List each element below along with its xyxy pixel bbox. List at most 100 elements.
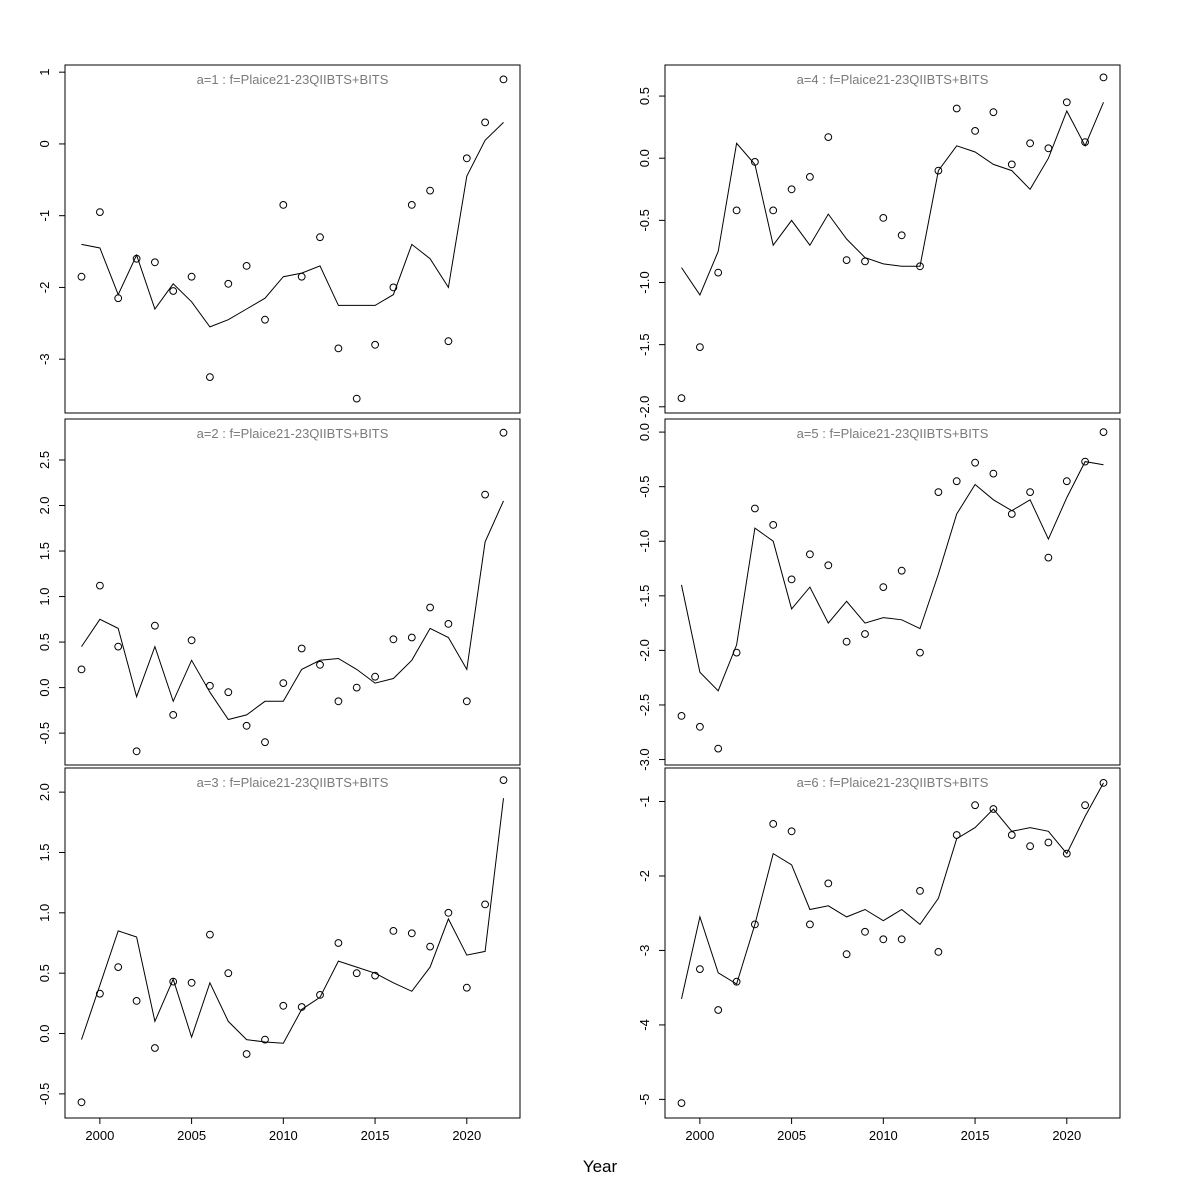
data-point [751,504,759,513]
data-point [1099,428,1108,437]
data-point [151,1044,159,1052]
data-point [444,620,453,628]
data-point [916,262,924,271]
data-point [132,747,141,756]
data-point [696,965,704,973]
x-tick-label: 2015 [361,1128,390,1143]
y-tick-label: 1.0 [37,588,52,606]
y-tick-label: 1.5 [37,843,52,861]
data-point [1099,779,1108,787]
y-tick-label: -3 [37,353,52,365]
panel-border [664,767,1121,1119]
x-tick-label: 2020 [1052,1128,1081,1143]
data-point [96,581,104,590]
data-point [677,1099,686,1107]
y-tick-label: 1.0 [37,904,52,922]
panel-a4: a=4 : f=Plaice21-23QIIBTS+BITS 0.5 0.0 -0.5… [637,64,1121,418]
y-tick-label: 1.5 [37,542,52,560]
y-tick-label: -1 [37,210,52,222]
data-point [169,711,178,719]
data-point [242,262,251,270]
data-point [1081,801,1089,810]
data-point [462,154,471,163]
data-point [677,394,686,403]
panel-a1: a=1 : f=Plaice21-23QIIBTS+BITS 1 0 -1 -2 -3 [37,64,521,414]
data-point [842,637,851,646]
data-point [989,805,998,813]
fitted-line [81,798,504,1044]
data-point [1062,849,1071,858]
data-point [316,991,324,999]
data-point [824,561,833,570]
data-point [206,373,214,382]
data-point [952,831,961,839]
data-point [261,315,269,324]
data-point [352,683,361,692]
data-point [806,920,814,929]
data-point [1044,838,1053,847]
panel-border [664,64,1121,414]
data-point [732,648,741,657]
data-point [96,208,104,217]
data-point [151,258,159,267]
data-point [407,633,416,642]
data-point [952,477,961,486]
data-point [732,977,741,986]
data-point [1099,73,1108,82]
data-point [242,721,251,730]
data-point [806,173,814,181]
y-tick-label: 0.0 [37,1024,52,1042]
x-tick-label: 2010 [869,1128,898,1143]
data-point [261,1035,269,1044]
y-tick-label: 0.0 [637,149,652,167]
x-axis-title: Year [582,1157,618,1176]
data-point [371,971,380,980]
panel-title: a=1 : f=Plaice21-23QIIBTS+BITS [197,72,389,87]
y-tick-label: 2.5 [37,451,52,469]
x-tick-label: 2000 [85,1128,114,1143]
data-point [187,636,196,645]
y-tick-label: 0.5 [37,633,52,651]
data-point [971,126,979,135]
data-point [971,458,979,467]
x-tick-label: 2000 [685,1128,714,1143]
panel-title: a=4 : f=Plaice21-23QIIBTS+BITS [797,72,989,87]
y-tick-label: 1 [37,69,52,76]
data-point [114,642,123,651]
data-point [352,969,361,978]
data-point [897,231,906,240]
panel-border [64,767,521,1119]
data-point [96,989,104,998]
data-point [861,630,869,638]
fitted-line [81,122,504,328]
data-point [1007,160,1016,169]
panel-border [664,418,1121,766]
data-point [714,744,723,753]
data-point [934,488,943,497]
y-tick-label: 2.0 [37,783,52,801]
panel-title: a=5 : f=Plaice21-23QIIBTS+BITS [797,426,989,441]
data-point [77,1098,86,1107]
data-point [206,681,214,690]
data-point [407,201,416,209]
y-tick-label: -2.0 [637,396,652,418]
data-point [297,644,306,653]
data-point [824,133,833,142]
data-point [206,930,214,939]
data-point [714,268,723,277]
data-point [77,665,86,674]
data-point [426,942,435,951]
data-point [769,206,778,215]
data-point [316,233,324,242]
panel-a6: a=6 : f=Plaice21-23QIIBTS+BITS -1 -2 -3 -4 -5… [637,767,1121,1143]
data-point [989,469,998,478]
data-point [499,776,508,784]
panel-title: a=2 : f=Plaice21-23QIIBTS+BITS [197,426,389,441]
panel-border [64,418,521,766]
data-point [279,679,288,687]
data-point [842,950,851,959]
data-point [897,935,906,944]
data-point [879,583,888,591]
data-point [481,118,490,127]
